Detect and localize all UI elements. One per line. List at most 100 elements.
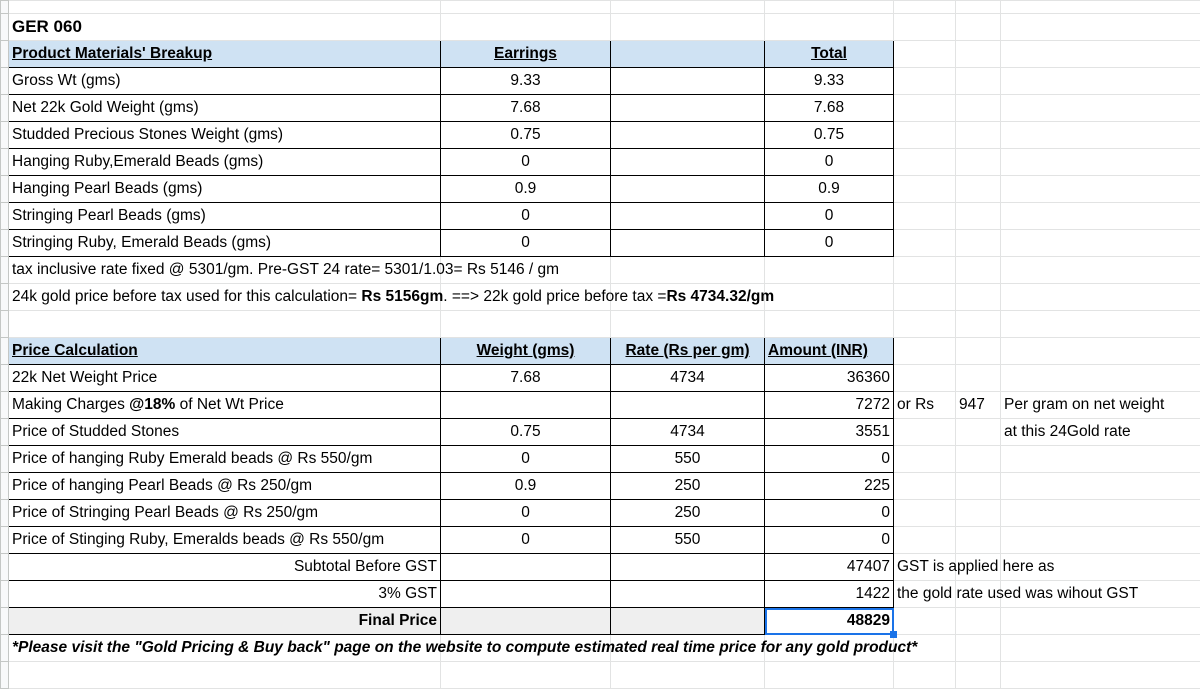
value-cell[interactable]: 0.9 bbox=[441, 473, 611, 500]
cell[interactable] bbox=[765, 14, 894, 41]
value-cell[interactable]: 7.68 bbox=[441, 95, 611, 122]
price-header-cell[interactable]: Price Calculation bbox=[9, 338, 441, 365]
row-header[interactable] bbox=[1, 1, 9, 14]
fill-handle[interactable] bbox=[890, 631, 897, 638]
value-cell[interactable]: 0 bbox=[441, 230, 611, 257]
cell[interactable] bbox=[1001, 284, 1200, 311]
cell[interactable] bbox=[765, 1, 894, 14]
cell[interactable] bbox=[1001, 608, 1200, 635]
cell[interactable] bbox=[956, 14, 1001, 41]
value-cell[interactable]: 225 bbox=[765, 473, 894, 500]
cell[interactable] bbox=[894, 311, 956, 338]
value-cell[interactable]: 0 bbox=[765, 500, 894, 527]
row-header[interactable] bbox=[1, 581, 9, 608]
cell[interactable] bbox=[956, 446, 1001, 473]
row-header[interactable] bbox=[1, 608, 9, 635]
cell[interactable] bbox=[611, 608, 765, 635]
cell[interactable] bbox=[956, 149, 1001, 176]
cell[interactable] bbox=[894, 365, 956, 392]
cell[interactable] bbox=[611, 257, 765, 284]
cell[interactable] bbox=[894, 1, 956, 14]
cell[interactable] bbox=[1001, 203, 1200, 230]
materials-header-cell[interactable]: Product Materials' Breakup bbox=[9, 41, 441, 68]
value-cell[interactable] bbox=[441, 392, 611, 419]
value-cell[interactable]: 0.75 bbox=[441, 419, 611, 446]
row-header[interactable] bbox=[1, 473, 9, 500]
cell[interactable] bbox=[956, 95, 1001, 122]
cell[interactable] bbox=[1001, 527, 1200, 554]
cell[interactable] bbox=[1001, 14, 1200, 41]
cell[interactable] bbox=[894, 41, 956, 68]
cell[interactable] bbox=[894, 662, 956, 689]
label-cell[interactable]: Hanging Ruby,Emerald Beads (gms) bbox=[9, 149, 441, 176]
cell[interactable] bbox=[765, 311, 894, 338]
cell[interactable] bbox=[611, 662, 765, 689]
cell[interactable] bbox=[956, 284, 1001, 311]
value-cell[interactable]: 0.9 bbox=[441, 176, 611, 203]
label-cell[interactable]: Price of Stringing Pearl Beads @ Rs 250/… bbox=[9, 500, 441, 527]
cell[interactable] bbox=[956, 203, 1001, 230]
row-header[interactable] bbox=[1, 527, 9, 554]
row-header[interactable] bbox=[1, 149, 9, 176]
cell[interactable] bbox=[1001, 500, 1200, 527]
cell[interactable] bbox=[1001, 176, 1200, 203]
cell[interactable] bbox=[1001, 41, 1200, 68]
value-cell[interactable]: 0 bbox=[765, 203, 894, 230]
label-cell[interactable]: Stringing Pearl Beads (gms) bbox=[9, 203, 441, 230]
row-header[interactable] bbox=[1, 230, 9, 257]
row-header[interactable] bbox=[1, 257, 9, 284]
cell[interactable] bbox=[611, 554, 765, 581]
cell[interactable] bbox=[956, 527, 1001, 554]
value-cell[interactable] bbox=[611, 149, 765, 176]
row-header[interactable] bbox=[1, 311, 9, 338]
cell[interactable] bbox=[1001, 122, 1200, 149]
label-cell[interactable]: 22k Net Weight Price bbox=[9, 365, 441, 392]
value-cell[interactable]: 4734 bbox=[611, 419, 765, 446]
value-cell[interactable]: 0 bbox=[441, 149, 611, 176]
cell[interactable] bbox=[9, 1, 441, 14]
value-cell[interactable] bbox=[611, 392, 765, 419]
value-cell[interactable]: 7.68 bbox=[765, 95, 894, 122]
cell[interactable] bbox=[894, 176, 956, 203]
value-cell[interactable]: 0 bbox=[765, 149, 894, 176]
value-cell[interactable]: 0 bbox=[765, 230, 894, 257]
cell[interactable] bbox=[1001, 365, 1200, 392]
materials-header-cell[interactable] bbox=[611, 41, 765, 68]
cell[interactable] bbox=[441, 1, 611, 14]
cell[interactable] bbox=[765, 257, 894, 284]
cell[interactable] bbox=[611, 1, 765, 14]
cell[interactable] bbox=[894, 122, 956, 149]
gst-value[interactable]: 1422 bbox=[765, 581, 894, 608]
cell[interactable] bbox=[956, 41, 1001, 68]
cell[interactable] bbox=[611, 14, 765, 41]
cell[interactable] bbox=[894, 338, 956, 365]
cell[interactable] bbox=[956, 662, 1001, 689]
cell[interactable] bbox=[441, 662, 611, 689]
row-header[interactable] bbox=[1, 365, 9, 392]
cell[interactable] bbox=[956, 473, 1001, 500]
cell[interactable] bbox=[956, 635, 1001, 662]
row-header[interactable] bbox=[1, 446, 9, 473]
cell[interactable] bbox=[1001, 446, 1200, 473]
row-header[interactable] bbox=[1, 203, 9, 230]
cell[interactable] bbox=[894, 527, 956, 554]
row-header[interactable] bbox=[1, 662, 9, 689]
row-header[interactable] bbox=[1, 122, 9, 149]
cell[interactable] bbox=[441, 554, 611, 581]
row-header[interactable] bbox=[1, 635, 9, 662]
value-cell[interactable] bbox=[611, 203, 765, 230]
value-cell[interactable]: 9.33 bbox=[765, 68, 894, 95]
value-cell[interactable]: 9.33 bbox=[441, 68, 611, 95]
note-cell[interactable]: at this 24Gold rate bbox=[1001, 419, 1200, 446]
row-header[interactable] bbox=[1, 68, 9, 95]
row-header[interactable] bbox=[1, 14, 9, 41]
cell[interactable] bbox=[956, 68, 1001, 95]
cell[interactable] bbox=[9, 662, 441, 689]
row-header[interactable] bbox=[1, 95, 9, 122]
value-cell[interactable]: 0 bbox=[441, 203, 611, 230]
cell[interactable] bbox=[956, 257, 1001, 284]
label-cell[interactable]: Price of Stinging Ruby, Emeralds beads @… bbox=[9, 527, 441, 554]
gst-note[interactable]: the gold rate used was wihout GST bbox=[894, 581, 956, 608]
value-cell[interactable]: 36360 bbox=[765, 365, 894, 392]
value-cell[interactable]: 3551 bbox=[765, 419, 894, 446]
